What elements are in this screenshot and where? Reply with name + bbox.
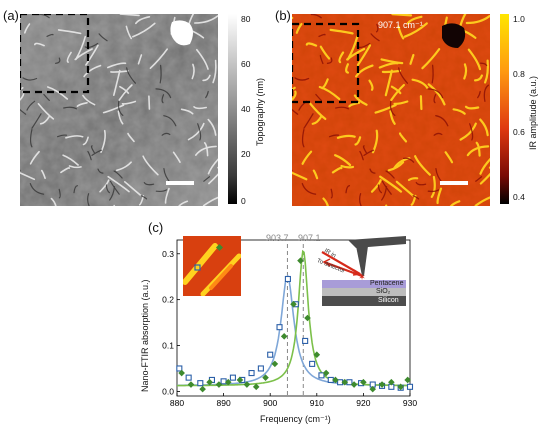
ir-tick: 0.4 [513,192,525,202]
topo-tick: 0 [241,196,246,206]
svg-text:✶: ✶ [358,272,366,282]
data-point-square [318,372,325,379]
x-tick-label: 880 [170,398,184,408]
sio2-label: SiO₂ [376,288,391,295]
topography-colorbar-title: Topography (nm) [255,77,265,146]
frequency-annotation: 907.1 cm⁻¹ [378,20,423,30]
scale-bar-b [440,181,468,185]
data-point-diamond [350,381,358,388]
data-point-diamond [378,381,386,388]
ir-tick: 1.0 [513,14,525,24]
data-point-square [248,370,255,377]
ir-amplitude-map [292,14,490,206]
zoom-box-a [20,14,90,94]
y-tick-label: 0.0 [162,386,174,396]
data-point-square [185,374,192,381]
panel-a-label: (a) [3,8,19,23]
vline-label-907: 907.1 [298,233,321,243]
vline-label-903: 903.7 [266,233,289,243]
scale-bar-a [166,181,194,185]
data-point-diamond [332,376,339,384]
nano-ftir-chart: 880 890 900 910 920 930 0.0 0.1 0.2 0.3 [162,239,417,408]
topography-colorbar [228,14,237,204]
silicon-label: Silicon [378,297,399,304]
setup-schematic: ✶ [318,232,410,312]
data-point-square [309,360,316,367]
ir-tick: 0.8 [513,69,525,79]
data-point-diamond [280,333,288,340]
y-tick-label: 0.1 [162,341,174,351]
topo-tick: 40 [241,104,251,114]
data-point-square [276,324,283,331]
ir-colorbar [500,14,509,204]
y-tick-label: 0.3 [162,249,174,259]
panel-c-label: (c) [148,220,164,235]
data-point-diamond [178,369,185,377]
ir-tick: 0.6 [513,127,525,137]
plot-frame [176,239,411,397]
data-point-square [229,374,236,381]
y-tick-label: 0.2 [162,295,174,305]
data-point-diamond [313,351,321,359]
data-point-square [257,365,264,372]
data-point-diamond [322,369,330,377]
data-point-square [220,378,227,385]
data-point-diamond [290,300,297,308]
data-point-diamond [236,376,244,384]
data-point-square [197,380,204,387]
x-tick-label: 910 [310,398,324,408]
x-tick-label: 890 [217,398,231,408]
data-point-diamond [252,383,260,391]
data-point-diamond [404,376,411,384]
data-point-diamond [243,381,251,388]
data-point-square [302,337,309,344]
data-point-diamond [187,381,195,388]
x-tick-label: 930 [403,398,417,408]
topo-tick: 60 [241,59,251,69]
ir-colorbar-title: IR amplitude (a.u.) [528,75,538,150]
inset-ir-map [183,236,241,296]
topo-tick: 80 [241,14,251,24]
x-axis-label: Frequency (cm⁻¹) [260,414,331,424]
y-axis-label: Nano-FTIR absorption (a.u.) [140,279,150,392]
data-point-diamond [388,378,395,386]
panel-b-label: (b) [275,8,291,23]
data-point-diamond [397,383,404,391]
data-point-square [406,383,414,390]
data-point-diamond [199,385,206,393]
data-point-square [267,351,274,358]
topo-tick: 20 [241,149,251,159]
data-point-diamond [369,385,377,393]
data-point-diamond [304,314,311,322]
topography-map [20,14,218,206]
pentacene-label: Pentacene [370,280,404,287]
data-point-square [284,275,291,283]
data-point-diamond [341,378,349,386]
data-point-square [176,365,183,372]
x-tick-label: 920 [356,398,370,408]
data-point-diamond [215,381,223,388]
data-point-diamond [206,378,213,386]
x-tick-label: 900 [263,398,277,408]
data-point-diamond [360,378,367,386]
data-point-diamond [271,360,279,368]
